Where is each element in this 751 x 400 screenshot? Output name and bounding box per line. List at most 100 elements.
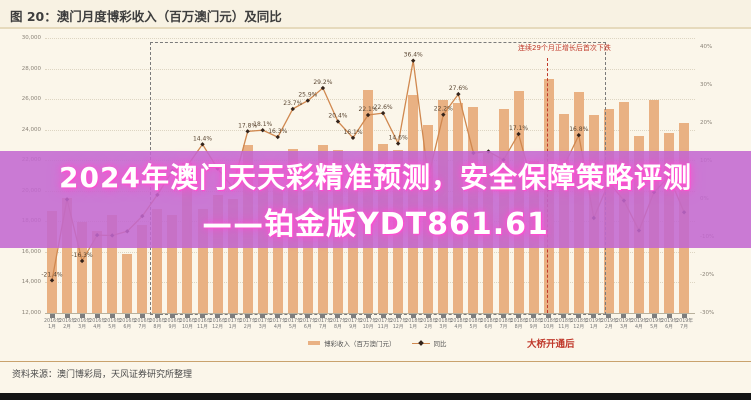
- left-axis-tick: 14,000: [21, 279, 41, 286]
- month-tick: [350, 314, 356, 318]
- promo-line-2: ——铂金版YDT861.61: [202, 207, 549, 242]
- month-tick: [49, 314, 55, 318]
- left-axis-tick: 16,000: [21, 248, 41, 255]
- x-axis-label: 2018年 7月: [495, 319, 513, 330]
- x-axis-label: 2017年 6月: [299, 319, 317, 330]
- source-text: 资料来源：澳门博彩局，天风证券研究所整理: [12, 370, 193, 380]
- x-axis-label: 2019年 1月: [585, 319, 603, 330]
- month-tick: [215, 314, 221, 318]
- month-tick: [425, 314, 431, 318]
- month-tick: [245, 314, 251, 318]
- month-tick: [94, 314, 100, 318]
- month-tick: [380, 314, 386, 318]
- left-axis-tick: 28,000: [21, 65, 41, 72]
- left-axis-tick: 12,000: [21, 310, 41, 316]
- month-tick: [410, 314, 416, 318]
- x-axis-label: 2017年 8月: [329, 319, 347, 330]
- left-axis-tick: 24,000: [21, 126, 41, 133]
- month-tick: [651, 314, 657, 318]
- bottom-strip: [0, 393, 751, 400]
- x-axis-label: 2019年 5月: [646, 319, 664, 330]
- right-axis-tick: 40%: [700, 44, 713, 50]
- month-tick: [606, 314, 612, 318]
- x-axis-label: 2017年 1月: [224, 319, 242, 330]
- x-axis-label: 2019年 3月: [615, 319, 633, 330]
- month-tick: [636, 314, 642, 318]
- right-axis-tick: 30%: [700, 82, 713, 88]
- x-axis-label: 2019年 4月: [630, 319, 648, 330]
- x-axis-label: 2019年 7月: [676, 319, 694, 330]
- month-tick: [275, 314, 281, 318]
- x-axis-label: 2017年 2月: [239, 319, 257, 330]
- x-axis-label: 2017年 9月: [345, 319, 363, 330]
- x-axis-label: 2016年 11月: [194, 319, 212, 330]
- month-tick: [531, 314, 537, 318]
- x-axis-label: 2017年 10月: [360, 319, 378, 330]
- chart-title: 图 20：澳门月度博彩收入（百万澳门元）及同比: [10, 9, 282, 24]
- right-axis-tick: -20%: [700, 272, 715, 278]
- yoy-legend-marker: [417, 339, 424, 346]
- x-axis-label: 2019年 6月: [661, 319, 679, 330]
- month-tick: [470, 314, 476, 318]
- month-tick: [666, 314, 672, 318]
- x-axis-label: 2019年 2月: [600, 319, 618, 330]
- month-tick: [591, 314, 597, 318]
- x-axis-label: 2018年 3月: [435, 319, 453, 330]
- month-tick: [455, 314, 461, 318]
- month-tick: [561, 314, 567, 318]
- grid-line: [45, 38, 695, 39]
- month-tick: [305, 314, 311, 318]
- x-axis-label: 2017年 11月: [375, 319, 393, 330]
- promo-overlay-banner: 2024年澳门天天彩精准预测，安全保障策略评测 ——铂金版YDT861.61: [0, 151, 751, 248]
- x-axis-label: 2018年 9月: [525, 319, 543, 330]
- x-axis-label: 2017年 12月: [390, 319, 408, 330]
- x-axis-label: 2016年 10月: [179, 319, 197, 330]
- x-axis-label: 2017年 4月: [269, 319, 287, 330]
- month-tick: [516, 314, 522, 318]
- month-tick: [395, 314, 401, 318]
- legend-item-yoy: 同比: [411, 338, 447, 348]
- x-axis-label: 2018年 5月: [465, 319, 483, 330]
- x-axis-label: 2016年 1月: [44, 319, 62, 330]
- month-tick: [64, 314, 70, 318]
- month-tick: [335, 314, 341, 318]
- title-bar: [0, 0, 751, 29]
- month-tick: [681, 314, 687, 318]
- promo-line-1: 2024年澳门天天彩精准预测，安全保障策略评测: [59, 161, 692, 194]
- growth-streak-annotation: 连续29个月正增长后首次下跌: [518, 44, 611, 52]
- x-axis-label: 2018年 8月: [510, 319, 528, 330]
- month-tick: [501, 314, 506, 318]
- right-axis-tick: -30%: [700, 310, 715, 316]
- month-tick: [260, 314, 266, 318]
- yoy-legend-swatch: [411, 339, 430, 346]
- month-tick: [184, 314, 190, 318]
- x-axis-label: 2018年 1月: [405, 319, 423, 330]
- month-tick: [79, 314, 85, 318]
- month-tick: [169, 314, 175, 318]
- x-axis-label: 2018年 6月: [480, 319, 498, 330]
- source-divider: [0, 361, 751, 362]
- x-axis-label: 2018年 4月: [450, 319, 468, 330]
- month-tick: [290, 314, 296, 318]
- x-axis-label: 2018年 11月: [555, 319, 573, 330]
- chart-legend: 博彩收入（百万澳门元） 同比: [308, 338, 447, 348]
- x-axis-label: 2016年 7月: [134, 319, 152, 330]
- x-axis-label: 2016年 8月: [149, 319, 167, 330]
- revenue-legend-label: 博彩收入（百万澳门元）: [324, 340, 396, 348]
- x-axis-label: 2016年 4月: [89, 319, 107, 330]
- x-axis-label: 2016年 3月: [74, 319, 92, 330]
- right-axis-tick: 20%: [700, 120, 713, 126]
- month-tick: [440, 314, 446, 318]
- yoy-legend-label: 同比: [433, 340, 447, 348]
- month-tick: [320, 314, 326, 318]
- bridge-opening-label: 大桥开通后: [527, 339, 575, 350]
- revenue-bar: [122, 253, 133, 313]
- month-tick: [365, 314, 371, 318]
- month-tick: [124, 314, 130, 318]
- month-tick: [546, 314, 552, 318]
- month-tick: [139, 314, 145, 318]
- revenue-legend-swatch: [308, 341, 320, 345]
- legend-item-revenue: 博彩收入（百万澳门元）: [308, 338, 396, 348]
- month-tick: [200, 314, 205, 318]
